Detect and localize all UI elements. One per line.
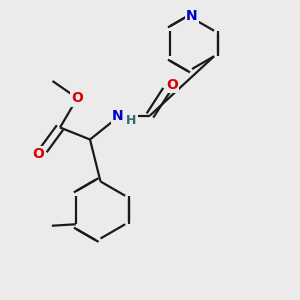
Text: O: O bbox=[166, 78, 178, 92]
Text: N: N bbox=[112, 109, 123, 122]
Text: O: O bbox=[32, 148, 44, 161]
Text: O: O bbox=[71, 92, 83, 105]
Text: H: H bbox=[126, 114, 136, 128]
Text: N: N bbox=[186, 10, 198, 23]
